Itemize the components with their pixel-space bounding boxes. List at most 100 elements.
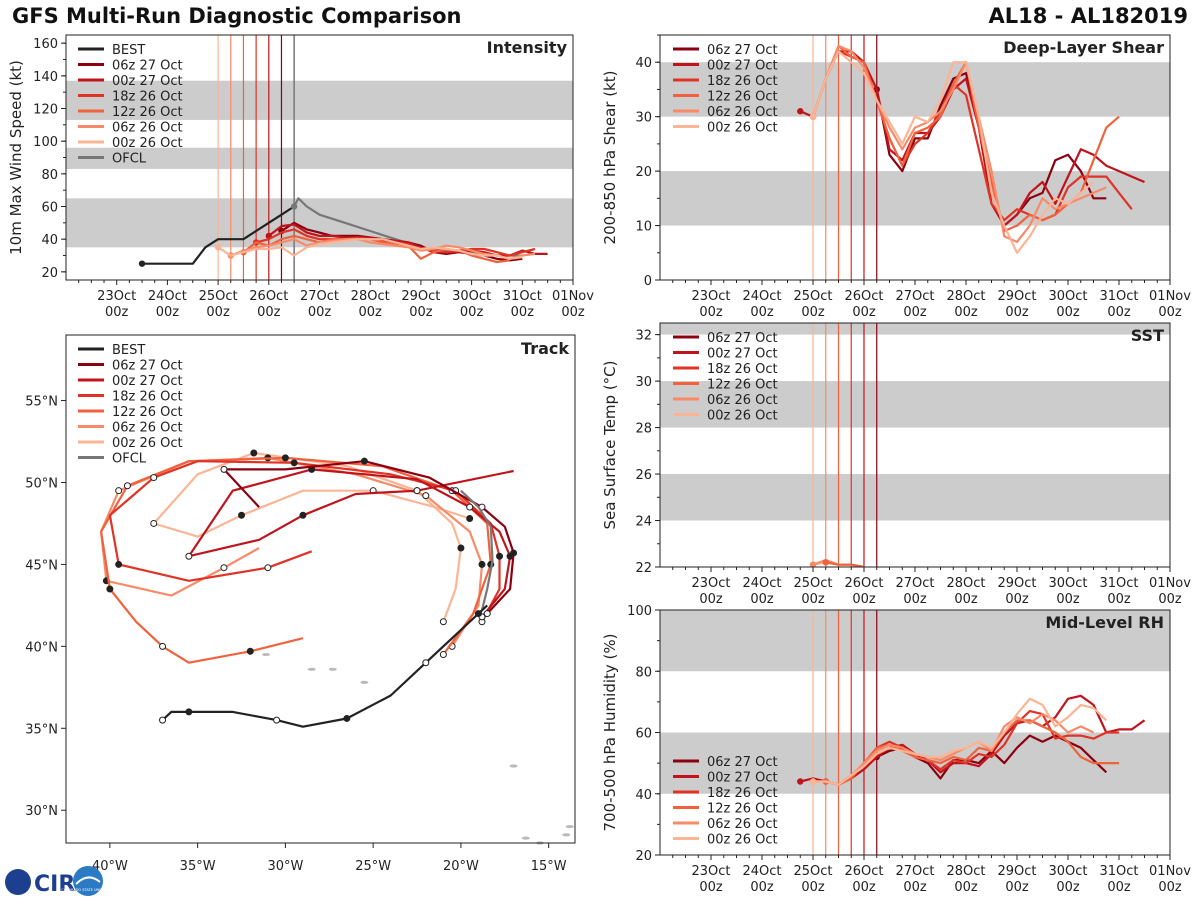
- legend-label: 06z 26 Oct: [112, 121, 183, 136]
- track-position-marker: [510, 549, 518, 557]
- series-line: [811, 44, 1107, 243]
- x-tick-hour: 00z: [359, 305, 383, 320]
- series-line: [811, 50, 1095, 254]
- x-tick-label: 23Oct: [691, 864, 730, 879]
- map-frame: [65, 334, 576, 844]
- x-tick-label: 27Oct: [895, 864, 934, 879]
- series-group: [797, 694, 1146, 786]
- x-tick-label: 01Nov: [552, 289, 594, 304]
- x-tick-hour: 00z: [852, 592, 876, 607]
- y-tick-label: 100: [33, 135, 58, 150]
- x-tick-hour: 00z: [1056, 880, 1080, 895]
- legend-label: 06z 27 Oct: [112, 359, 183, 374]
- series-start-marker: [138, 260, 146, 267]
- legend-label: 00z 27 Oct: [112, 374, 183, 389]
- logo-swirl-stroke: [75, 876, 101, 885]
- panel-track: 40°W 35°W 30°W 25°W 20°W 15°W 30°N 35°N 40°N 45°N…: [25, 334, 576, 874]
- series-start-marker: [214, 244, 222, 251]
- y-tick-label: 80: [41, 168, 58, 183]
- lon-tick-label: 40°W: [92, 859, 128, 874]
- x-tick-label: 24Oct: [742, 289, 781, 304]
- x-tick-label: 29Oct: [401, 289, 440, 304]
- island-shape: [307, 667, 316, 671]
- x-tick-label: 30Oct: [1048, 289, 1087, 304]
- shaded-band: [660, 381, 1170, 428]
- lon-tick-label: 35°W: [180, 859, 216, 874]
- track-position-marker: [413, 487, 421, 495]
- x-tick-label: 26Oct: [249, 289, 288, 304]
- x-tick-hour: 00z: [1056, 592, 1080, 607]
- x-tick-label: 01Nov: [1149, 864, 1191, 879]
- x-tick-hour: 00z: [699, 305, 723, 320]
- y-tick-label: 80: [635, 665, 652, 680]
- x-tick-hour: 00z: [1005, 880, 1029, 895]
- track-position-marker: [457, 544, 465, 552]
- x-tick-hour: 00z: [460, 305, 484, 320]
- shaded-band: [660, 323, 1170, 335]
- logo-swirl-icon: [73, 866, 103, 896]
- y-tick-label: 140: [33, 70, 58, 85]
- lat-tick-label: 45°N: [25, 558, 58, 573]
- x-tick-hour: 00z: [699, 592, 723, 607]
- x-tick-hour: 00z: [801, 880, 825, 895]
- x-tick-hour: 00z: [1056, 305, 1080, 320]
- y-tick-label: 26: [635, 468, 652, 483]
- panel-title: Deep-Layer Shear: [1003, 38, 1164, 57]
- y-tick-label: 40: [41, 233, 58, 248]
- x-tick-hour: 00z: [801, 305, 825, 320]
- series-line: [800, 694, 1146, 786]
- x-tick-label: 30Oct: [452, 289, 491, 304]
- island-shape: [521, 836, 530, 840]
- track-position-marker: [246, 647, 254, 655]
- storm-id: AL18 - AL182019: [988, 4, 1189, 28]
- legend-label: 00z 26 Oct: [707, 409, 778, 424]
- series-line: [825, 561, 865, 567]
- track-position-marker: [439, 618, 447, 626]
- legend-label: OFCL: [112, 452, 147, 467]
- track-position-marker: [466, 503, 474, 511]
- panel-title: Track: [521, 339, 569, 358]
- x-tick-label: 25Oct: [793, 864, 832, 879]
- track-position-marker: [238, 511, 246, 519]
- lon-tick-label: 20°W: [443, 859, 479, 874]
- legend-label: 06z 26 Oct: [112, 421, 183, 436]
- lon-tick-label: 25°W: [355, 859, 391, 874]
- series-start-marker: [809, 561, 817, 567]
- x-tick-label: 24Oct: [742, 576, 781, 591]
- x-tick-hour: 00z: [308, 305, 332, 320]
- x-tick-label: 23Oct: [97, 289, 136, 304]
- track-position-marker: [150, 474, 158, 482]
- series-line: [142, 205, 295, 265]
- series-start-marker: [797, 778, 804, 785]
- legend-label: 00z 27 Oct: [112, 74, 183, 89]
- y-tick-label: 60: [41, 201, 58, 216]
- x-tick-label: 27Oct: [300, 289, 339, 304]
- panel-mid-level-rh: 2040608010023Oct00z24Oct00z25Oct00z26Oct…: [601, 604, 1191, 895]
- x-tick-hour: 00z: [1005, 592, 1029, 607]
- x-tick-hour: 00z: [156, 305, 180, 320]
- series-line: [825, 719, 1119, 786]
- x-tick-hour: 00z: [750, 592, 774, 607]
- track-position-marker: [474, 610, 482, 618]
- series-line: [813, 697, 1108, 786]
- island-shape: [562, 833, 571, 837]
- map-background: [66, 335, 575, 843]
- panel-title: SST: [1131, 326, 1164, 345]
- legend-label: 00z 27 Oct: [707, 347, 778, 362]
- series-line: [230, 238, 536, 260]
- legend-label: OFCL: [112, 152, 147, 167]
- series-group: [138, 197, 548, 267]
- figure-title: GFS Multi-Run Diagnostic Comparison: [12, 4, 462, 28]
- x-tick-label: 26Oct: [844, 576, 883, 591]
- x-tick-label: 28Oct: [946, 289, 985, 304]
- lon-tick-label: 15°W: [531, 859, 567, 874]
- legend-label: 06z 26 Oct: [707, 817, 778, 832]
- y-tick-label: 30: [635, 111, 652, 126]
- legend-label: 12z 26 Oct: [707, 90, 778, 105]
- x-tick-hour: 00z: [1107, 880, 1131, 895]
- legend-label: 12z 26 Oct: [112, 405, 183, 420]
- x-tick-label: 23Oct: [691, 576, 730, 591]
- track-position-marker: [159, 716, 167, 724]
- track-position-marker: [360, 457, 368, 465]
